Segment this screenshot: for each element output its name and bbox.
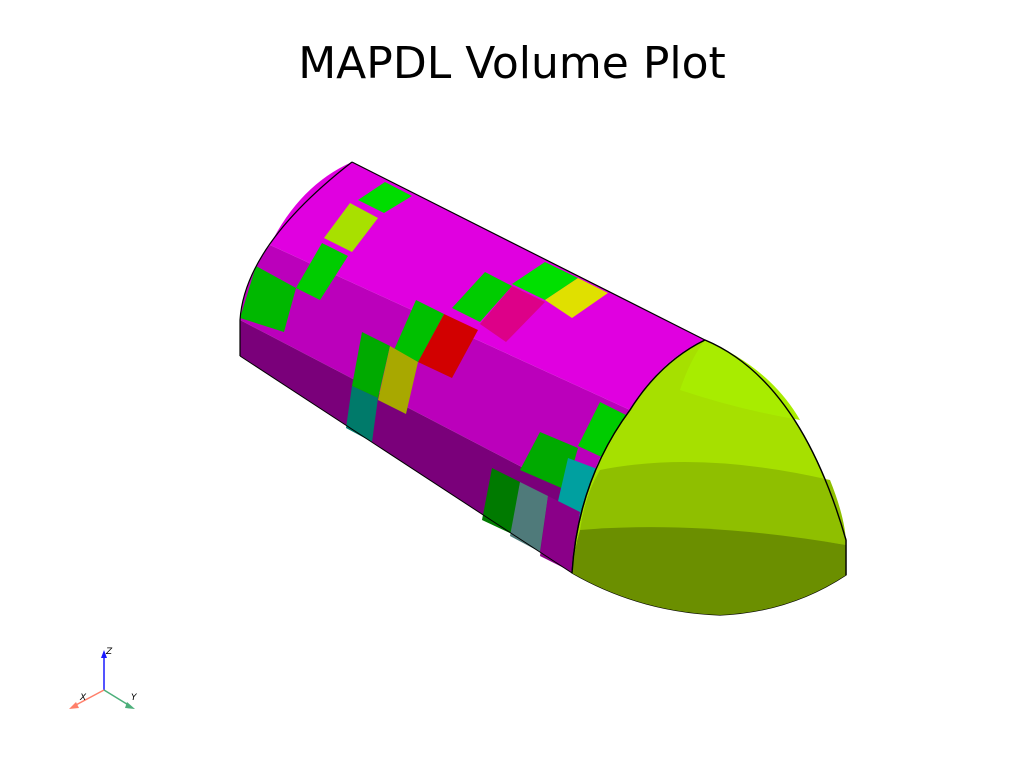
cell-green-9 xyxy=(520,432,578,490)
x-axis-line xyxy=(73,689,105,707)
body-top-edge xyxy=(351,161,706,341)
z-axis-arrow xyxy=(101,650,107,658)
volume-endcap xyxy=(571,339,847,616)
endcap-shade-low xyxy=(572,527,846,615)
y-axis-line xyxy=(103,689,131,707)
endcap-shade-mid xyxy=(580,462,846,545)
cell-green-8 xyxy=(578,402,628,460)
x-axis-label: X xyxy=(79,693,87,703)
volume-body xyxy=(239,161,706,574)
cell-yellow xyxy=(545,278,608,318)
cell-green-6 xyxy=(394,300,444,362)
endcap-highlight xyxy=(680,340,800,420)
cell-olive xyxy=(378,346,418,414)
cell-red xyxy=(418,314,478,378)
body-left-arc xyxy=(239,161,353,356)
endcap-outline xyxy=(571,339,847,575)
cell-green-7 xyxy=(352,332,390,398)
x-axis-arrow xyxy=(69,702,79,709)
cell-yellowgreen-1 xyxy=(324,203,378,252)
cell-teal-1 xyxy=(346,386,378,442)
plot-title: MAPDL Volume Plot xyxy=(298,38,726,89)
cell-green-1 xyxy=(358,182,412,213)
cell-slate xyxy=(510,482,548,552)
cell-magenta-hot xyxy=(480,286,545,342)
cell-green-10 xyxy=(482,468,520,534)
cell-green-3 xyxy=(240,266,296,332)
body-mid-band xyxy=(240,245,630,500)
cell-green-5 xyxy=(452,272,512,322)
cell-purple xyxy=(540,496,580,572)
y-axis-arrow xyxy=(125,702,135,709)
z-axis-label: Z xyxy=(105,647,113,657)
axes-triad: Z X Y xyxy=(69,647,138,709)
cell-green-4 xyxy=(512,262,578,300)
cell-green-2 xyxy=(296,243,348,300)
y-axis-label: Y xyxy=(131,693,138,703)
body-bottom-edge xyxy=(239,355,573,574)
